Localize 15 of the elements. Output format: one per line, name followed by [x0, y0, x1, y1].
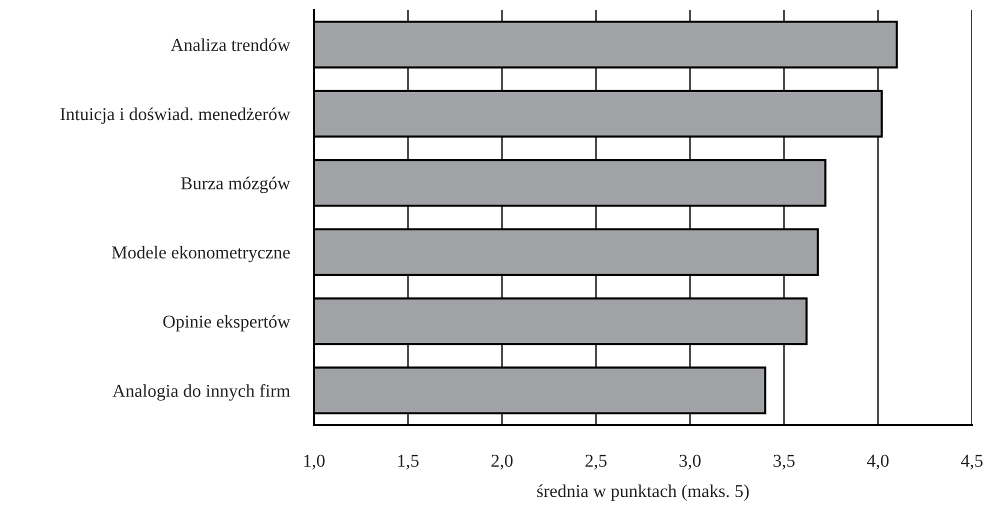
x-tick-label: 2,0: [492, 454, 513, 470]
x-tick-label: 2,5: [586, 454, 607, 470]
x-tick-label: 4,5: [961, 454, 983, 470]
x-tick-label: 4,0: [867, 454, 889, 470]
y-tick-label: Analogia do innych firm: [112, 384, 290, 401]
x-tick-label: 1,0: [304, 454, 325, 470]
y-tick-label: Burza mózgów: [181, 176, 290, 194]
x-tick-label: 3,0: [680, 454, 701, 470]
y-tick-label: Opinie ekspertów: [163, 314, 290, 332]
y-tick-label: Intuicja i doświad. menedżerów: [60, 107, 290, 124]
x-axis-title: średnia w punktach (maks. 5): [537, 484, 749, 501]
y-tick-label: Analiza trendów: [170, 38, 290, 52]
x-tick-label: 1,5: [398, 454, 419, 470]
x-tick-label: 3,5: [774, 454, 795, 470]
y-tick-label: Modele ekonometryczne: [112, 246, 290, 262]
